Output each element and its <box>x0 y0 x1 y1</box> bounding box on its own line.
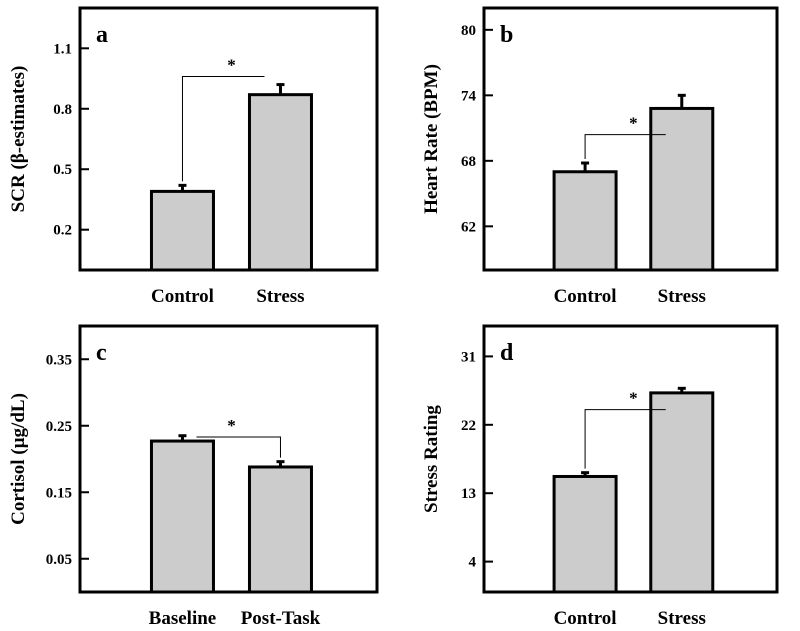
y-tick-label: 0.25 <box>46 419 72 435</box>
x-tick-label: Control <box>554 286 617 307</box>
y-tick-label: 1.1 <box>53 41 72 57</box>
bar-stress <box>649 391 715 594</box>
bar-stress <box>649 106 715 272</box>
x-tick-label: Stress <box>658 608 706 629</box>
y-tick-label: 0.8 <box>53 102 72 118</box>
y-tick-label: 4 <box>469 555 477 571</box>
y-tick-label: 80 <box>461 23 476 39</box>
x-tick-label: Post-Task <box>241 608 321 629</box>
panel-letter: d <box>500 340 514 366</box>
bar-control <box>552 170 618 272</box>
panel-letter: b <box>500 22 513 48</box>
significance-bracket <box>181 76 265 182</box>
panel-frame <box>78 6 379 272</box>
significance-marker: * <box>629 389 638 408</box>
bar-control <box>149 189 215 272</box>
x-tick-label: Control <box>554 608 617 629</box>
y-axis-label: Cortisol (µg/dL) <box>8 393 29 525</box>
y-tick-label: 22 <box>461 418 476 434</box>
y-axis-label: Stress Rating <box>421 405 442 513</box>
y-axis-label: SCR (β-estimates) <box>8 66 29 213</box>
x-tick-label: Baseline <box>149 608 217 629</box>
y-tick-label: 0.2 <box>53 223 72 239</box>
bar-stress <box>247 93 313 272</box>
bar-control <box>552 474 618 594</box>
panel-frame <box>78 324 379 594</box>
y-tick-label: 0.15 <box>46 485 72 501</box>
bar-baseline <box>149 439 215 594</box>
panel-letter: a <box>96 22 108 48</box>
panel-frame <box>482 324 779 594</box>
y-tick-label: 31 <box>461 349 476 365</box>
chart-panel-a: Control Stress * 0.2 0.5 0.8 1.1 a SCR (β-estima… <box>8 6 379 307</box>
chart-panel-b: Control Stress * 62 68 74 80 b Heart Rate (BPM) <box>421 6 779 307</box>
panel-letter: c <box>96 340 107 366</box>
chart-panel-c: Baseline Post-Task * 0.05 0.15 0.25 0.35 c Corti… <box>8 324 379 629</box>
y-tick-label: 0.5 <box>53 162 72 178</box>
y-tick-label: 13 <box>461 486 476 502</box>
significance-marker: * <box>227 56 236 75</box>
significance-marker: * <box>227 416 236 435</box>
x-tick-label: Stress <box>256 286 304 307</box>
y-tick-label: 68 <box>461 154 476 170</box>
y-axis-label: Heart Rate (BPM) <box>421 64 442 214</box>
x-tick-label: Control <box>151 286 214 307</box>
panel-frame <box>482 6 779 272</box>
significance-bracket <box>584 409 666 469</box>
chart-panel-d: Control Stress * 4 13 22 31 d Stress Rating <box>421 324 779 629</box>
significance-marker: * <box>629 114 638 133</box>
y-tick-label: 74 <box>461 88 477 104</box>
significance-bracket <box>584 134 666 160</box>
significance-bracket <box>196 436 281 458</box>
bar-post-task <box>247 465 313 594</box>
y-tick-label: 0.05 <box>46 552 72 568</box>
x-tick-label: Stress <box>658 286 706 307</box>
y-tick-label: 62 <box>461 219 476 235</box>
y-tick-label: 0.35 <box>46 352 72 368</box>
